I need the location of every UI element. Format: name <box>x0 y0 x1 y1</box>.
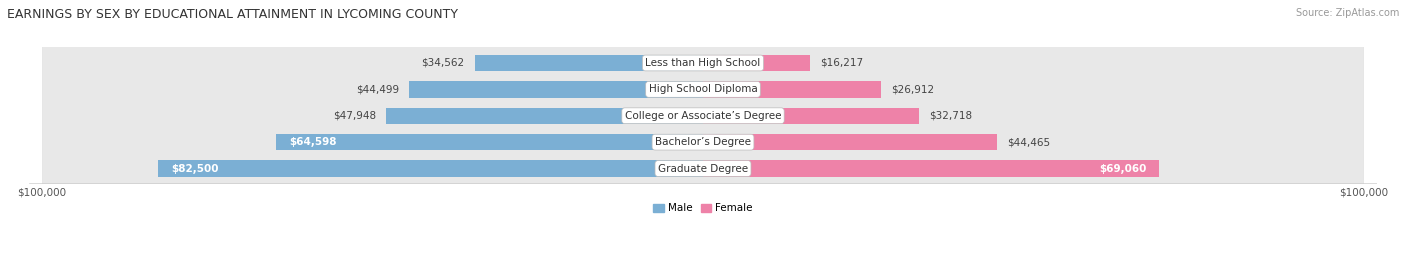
Text: $16,217: $16,217 <box>820 58 863 68</box>
Bar <box>409 81 703 98</box>
Text: High School Diploma: High School Diploma <box>648 84 758 94</box>
Bar <box>703 134 997 150</box>
Bar <box>475 55 703 71</box>
Text: $44,499: $44,499 <box>356 84 399 94</box>
Text: $26,912: $26,912 <box>891 84 934 94</box>
Text: Graduate Degree: Graduate Degree <box>658 163 748 173</box>
Bar <box>387 107 703 124</box>
FancyBboxPatch shape <box>42 0 1364 268</box>
Bar <box>703 55 810 71</box>
Bar <box>157 160 703 177</box>
FancyBboxPatch shape <box>42 0 1364 268</box>
Text: $82,500: $82,500 <box>172 163 218 173</box>
FancyBboxPatch shape <box>42 0 1364 268</box>
Bar <box>276 134 703 150</box>
FancyBboxPatch shape <box>42 0 1364 268</box>
Text: $32,718: $32,718 <box>929 111 973 121</box>
Bar <box>703 107 920 124</box>
Legend: Male, Female: Male, Female <box>650 199 756 218</box>
Text: College or Associate’s Degree: College or Associate’s Degree <box>624 111 782 121</box>
Text: Less than High School: Less than High School <box>645 58 761 68</box>
FancyBboxPatch shape <box>42 0 1364 268</box>
Text: EARNINGS BY SEX BY EDUCATIONAL ATTAINMENT IN LYCOMING COUNTY: EARNINGS BY SEX BY EDUCATIONAL ATTAINMEN… <box>7 8 458 21</box>
Text: $47,948: $47,948 <box>333 111 377 121</box>
Text: Bachelor’s Degree: Bachelor’s Degree <box>655 137 751 147</box>
Text: $69,060: $69,060 <box>1099 163 1146 173</box>
Bar <box>703 160 1160 177</box>
Text: $64,598: $64,598 <box>290 137 337 147</box>
Text: $44,465: $44,465 <box>1007 137 1050 147</box>
Text: $34,562: $34,562 <box>422 58 464 68</box>
Text: Source: ZipAtlas.com: Source: ZipAtlas.com <box>1295 8 1399 18</box>
Bar <box>703 81 882 98</box>
